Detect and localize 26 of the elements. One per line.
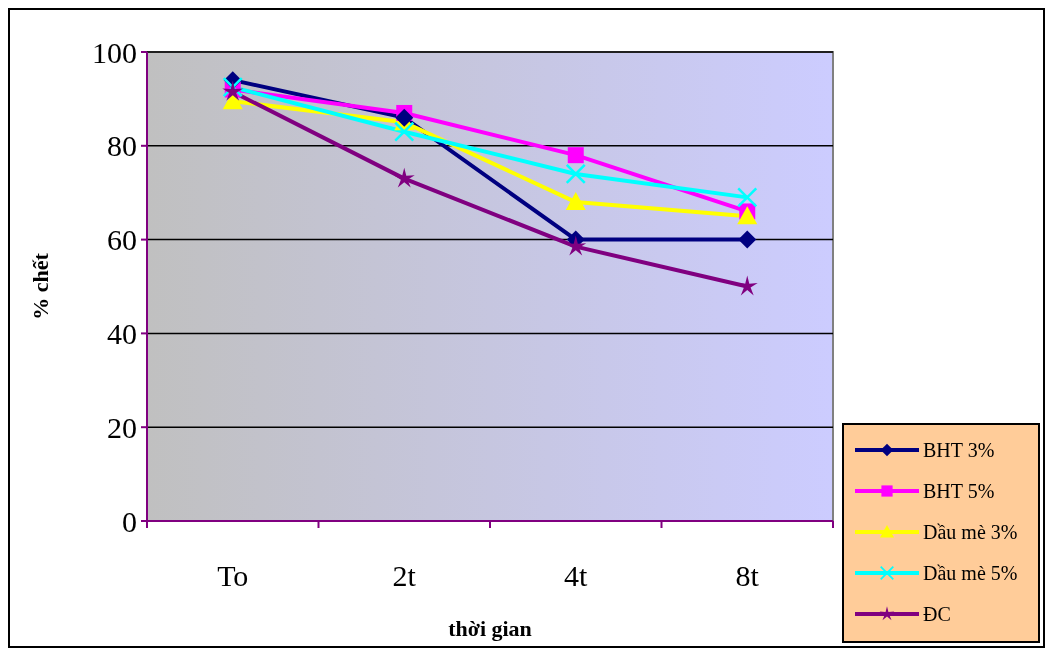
x-tick-label: To [217,559,249,592]
legend-label: BHT 5% [923,480,995,502]
legend-label: Dầu mè 3% [923,521,1018,543]
point [738,230,757,249]
x-tick-label: 4t [564,559,589,592]
legend-label: BHT 3% [923,439,995,461]
point [565,192,586,211]
point [565,163,586,185]
point [393,167,415,188]
y-tick-label: 0 [122,504,137,538]
y-tick-label: 20 [107,410,137,444]
point [567,147,584,164]
legend-label: ĐC [923,603,951,625]
point [395,108,414,127]
x-tick-label: 8t [735,559,760,592]
y-tick-label: 60 [107,223,137,257]
y-tick-label: 80 [107,129,137,163]
x-tick-label: 2t [392,559,417,592]
y-axis-title: % chết [28,252,53,320]
legend-label: Dầu mè 5% [923,562,1018,584]
point [737,187,758,208]
x-axis-title: thời gian [448,616,532,641]
point [394,121,415,142]
y-tick-label: 100 [92,35,137,69]
point [737,206,758,225]
y-tick-label: 40 [107,316,137,350]
